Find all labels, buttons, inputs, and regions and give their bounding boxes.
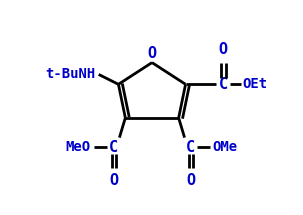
Text: MeO: MeO <box>66 140 91 154</box>
Text: C: C <box>186 140 195 155</box>
Text: OEt: OEt <box>243 77 268 91</box>
Text: OMe: OMe <box>212 140 237 154</box>
Text: O: O <box>109 173 118 188</box>
Text: t-BuNH: t-BuNH <box>45 68 96 81</box>
Text: O: O <box>148 46 157 61</box>
Text: O: O <box>218 42 228 57</box>
Text: O: O <box>186 173 195 188</box>
Text: C: C <box>109 140 118 155</box>
Text: C: C <box>218 77 228 92</box>
